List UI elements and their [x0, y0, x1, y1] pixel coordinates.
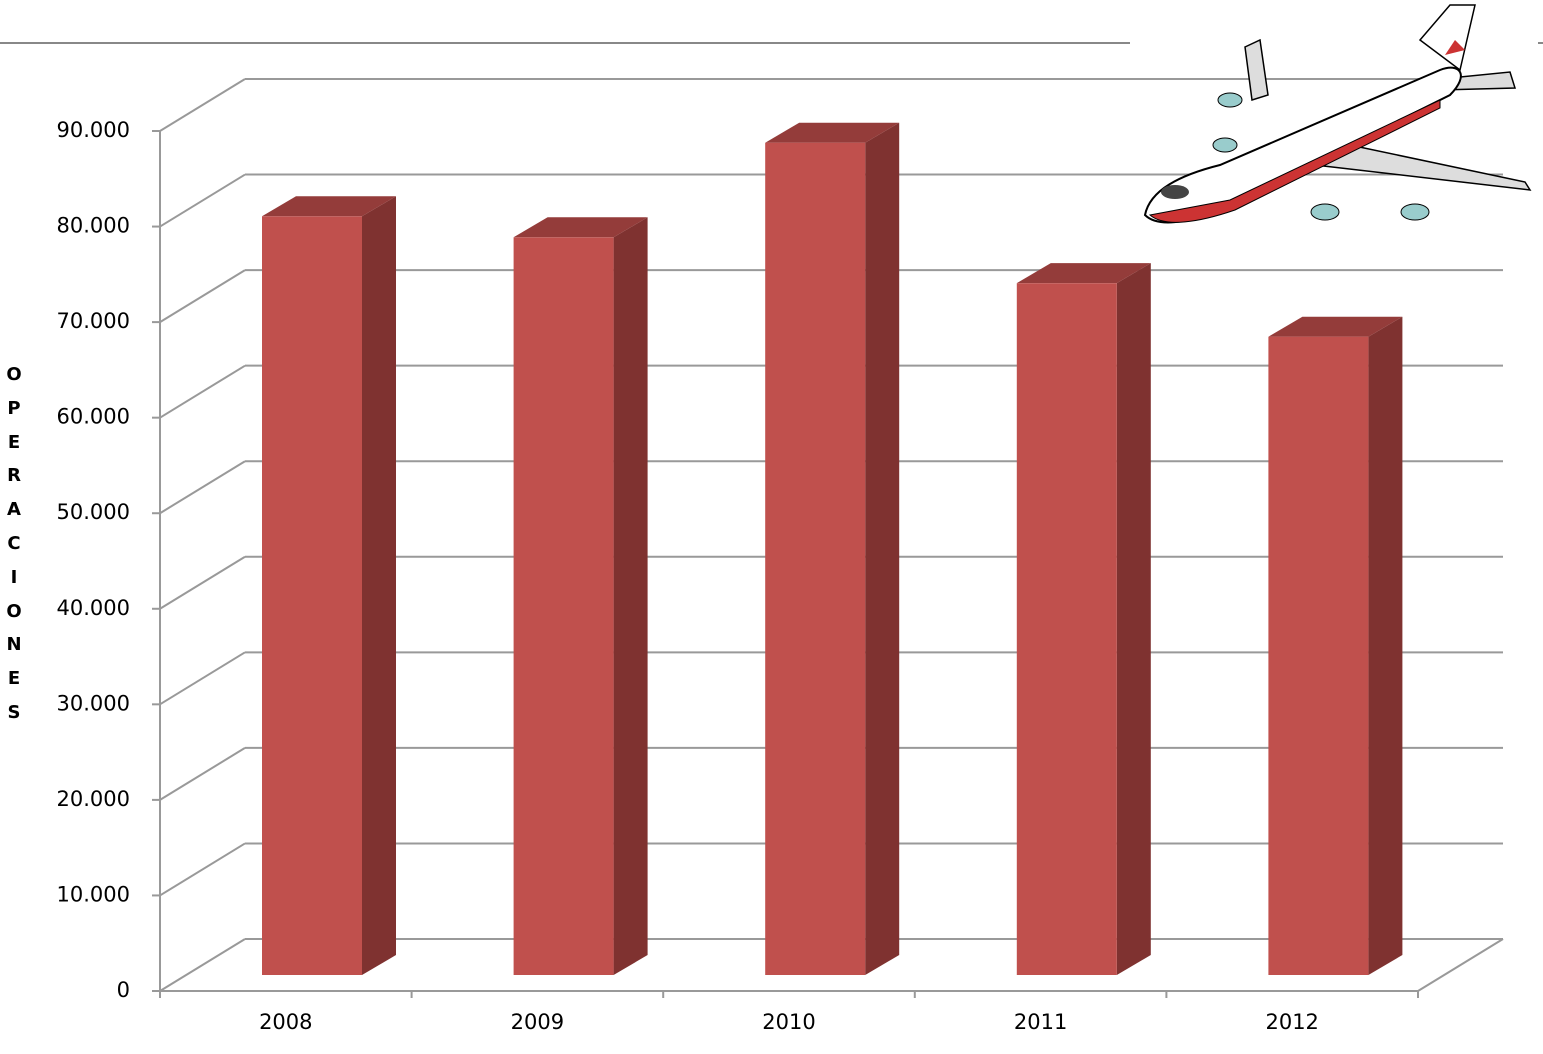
bar-side: [1368, 316, 1403, 975]
y-axis-title: OPERACIONES: [6, 364, 22, 723]
grid-line: [159, 173, 246, 228]
airplane-illustration: [1143, 4, 1532, 224]
bar: [765, 142, 866, 975]
y-tick-label: 90.000: [57, 118, 130, 142]
y-tick-label: 70.000: [57, 309, 130, 333]
grid-line: [159, 651, 246, 706]
bar-side: [1116, 263, 1151, 976]
x-tick-label: 2011: [1014, 1010, 1067, 1034]
x-tick-label: 2010: [762, 1010, 815, 1034]
y-tick-label: 30.000: [57, 691, 130, 715]
y-tick-label: 0: [117, 978, 130, 1002]
y-tick-label: 60.000: [57, 405, 130, 429]
bar-side: [865, 122, 900, 975]
grid-line: [159, 78, 246, 132]
grid-line: [159, 555, 246, 610]
y-tick-label: 40.000: [57, 596, 130, 620]
bar-top: [1268, 316, 1403, 337]
bar: [262, 216, 362, 976]
bar: [513, 237, 614, 976]
bar-top: [262, 196, 396, 217]
grid-line: [159, 460, 246, 515]
grid-line: [159, 747, 246, 801]
x-tick-label: 2012: [1265, 1010, 1318, 1034]
x-tick-label: 2009: [511, 1010, 564, 1034]
bar: [1016, 283, 1117, 976]
grid-line: [159, 938, 246, 992]
bar-top: [1016, 263, 1151, 284]
bar-top: [513, 217, 648, 238]
y-tick-label: 20.000: [57, 787, 130, 811]
grid-line: [159, 364, 246, 419]
grid-line: [159, 269, 246, 323]
y-tick-label: 10.000: [57, 882, 130, 906]
bar: [1268, 336, 1369, 975]
y-tick-label: 80.000: [57, 214, 130, 238]
floor-edge: [1417, 938, 1504, 992]
bar-side: [362, 196, 396, 976]
bar-side: [613, 217, 648, 976]
bar-top: [765, 122, 900, 143]
y-tick-label: 50.000: [57, 500, 130, 524]
x-tick-label: 2008: [259, 1010, 312, 1034]
grid-line: [159, 842, 246, 897]
